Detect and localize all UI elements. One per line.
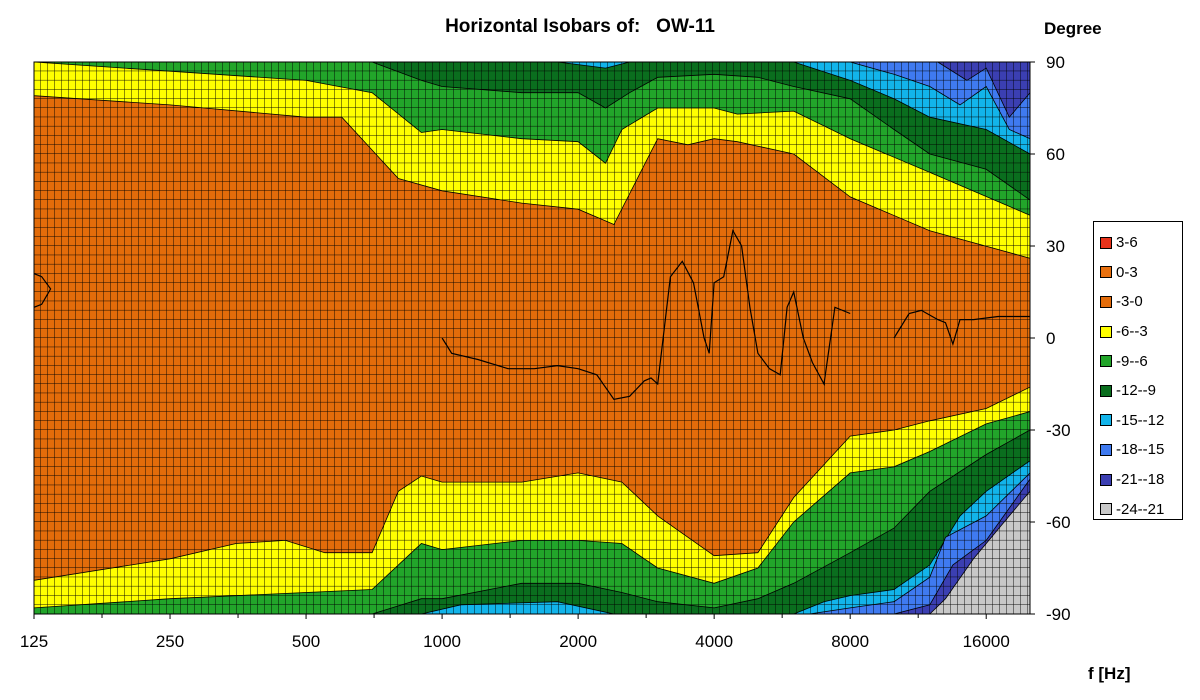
legend-swatch bbox=[1100, 295, 1112, 308]
legend-label: -6--3 bbox=[1116, 323, 1148, 341]
legend-label: -18--15 bbox=[1116, 441, 1165, 459]
legend-item: -9--6 bbox=[1100, 346, 1182, 376]
legend-item: -12--9 bbox=[1100, 376, 1182, 406]
legend-label: -15--12 bbox=[1116, 411, 1165, 429]
x-tick-label: 16000 bbox=[963, 632, 1010, 651]
y-tick-label: 60 bbox=[1046, 145, 1065, 164]
x-tick-label: 2000 bbox=[559, 632, 597, 651]
legend-swatch bbox=[1100, 236, 1112, 249]
legend-item: -15--12 bbox=[1100, 406, 1182, 436]
legend-item: -3-0 bbox=[1100, 287, 1182, 317]
x-tick-label: 500 bbox=[292, 632, 320, 651]
legend-swatch bbox=[1100, 384, 1112, 397]
legend-swatch bbox=[1100, 325, 1112, 338]
legend: 3-6 0-3 -3-0 -6--3 -9--6 -12--9 -15--12 -18--15… bbox=[1093, 221, 1183, 520]
y-tick-label: -30 bbox=[1046, 421, 1071, 440]
legend-label: -21--18 bbox=[1116, 471, 1165, 489]
legend-item: -21--18 bbox=[1100, 465, 1182, 495]
legend-swatch bbox=[1100, 443, 1112, 456]
plot-gridlines bbox=[34, 62, 1030, 614]
x-axis-ticks: 125 250 500 1000 2000 4000 8000 16000 bbox=[20, 614, 1010, 651]
legend-item: 3-6 bbox=[1100, 228, 1182, 258]
y-tick-label: -90 bbox=[1046, 605, 1071, 624]
x-tick-label: 250 bbox=[156, 632, 184, 651]
legend-item: 0-3 bbox=[1100, 258, 1182, 288]
legend-item: -18--15 bbox=[1100, 435, 1182, 465]
legend-label: -12--9 bbox=[1116, 382, 1157, 400]
legend-swatch bbox=[1100, 473, 1112, 486]
x-tick-label: 4000 bbox=[695, 632, 733, 651]
legend-swatch bbox=[1100, 266, 1112, 279]
contour-line-1 bbox=[893, 309, 1030, 347]
x-tick-label: 125 bbox=[20, 632, 48, 651]
y-axis-title: Degree bbox=[1044, 19, 1102, 38]
legend-item: -24--21 bbox=[1100, 494, 1182, 524]
chart-title: Horizontal Isobars of: OW-11 bbox=[445, 16, 715, 37]
legend-item: -6--3 bbox=[1100, 317, 1182, 347]
y-tick-label: 0 bbox=[1046, 329, 1055, 348]
legend-swatch bbox=[1100, 503, 1112, 516]
y-tick-label: 30 bbox=[1046, 237, 1065, 256]
y-tick-label: -60 bbox=[1046, 513, 1071, 532]
y-axis-ticks: 90 60 30 0 -30 -60 -90 bbox=[1030, 53, 1071, 624]
contour-line-0 bbox=[441, 229, 851, 400]
legend-swatch bbox=[1100, 355, 1112, 368]
y-tick-label: 90 bbox=[1046, 53, 1065, 72]
legend-label: 3-6 bbox=[1116, 234, 1138, 252]
contour-lines bbox=[34, 229, 1030, 400]
legend-swatch bbox=[1100, 414, 1112, 427]
legend-label: -24--21 bbox=[1116, 500, 1165, 518]
legend-label: -3-0 bbox=[1116, 293, 1143, 311]
x-axis-title: f [Hz] bbox=[1088, 664, 1131, 683]
x-tick-label: 1000 bbox=[423, 632, 461, 651]
legend-label: 0-3 bbox=[1116, 263, 1138, 281]
legend-label: -9--6 bbox=[1116, 352, 1148, 370]
x-tick-label: 8000 bbox=[831, 632, 869, 651]
contour-line-2 bbox=[34, 273, 52, 308]
